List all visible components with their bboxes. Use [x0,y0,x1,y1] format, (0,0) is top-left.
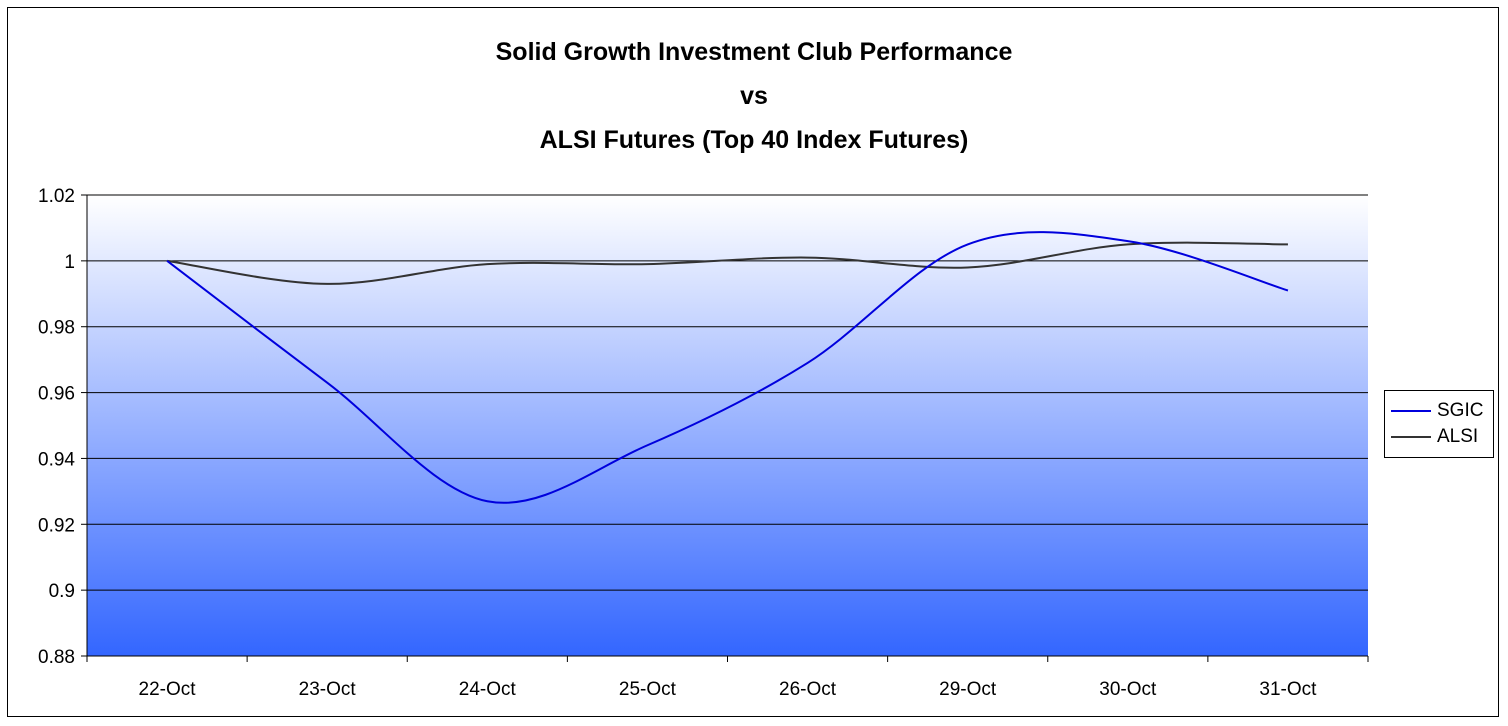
series-line-alsi [166,241,1288,285]
x-tick-label: 25-Oct [619,679,677,700]
y-tick-label: 0.98 [38,318,75,339]
x-tick-label: 26-Oct [779,679,837,700]
y-axis-ticks: 0.88 0.9 0.92 0.94 0.96 0.98 1 1.02 [38,186,87,668]
y-tick-label: 0.88 [38,647,75,668]
x-tick-label: 24-Oct [459,679,517,700]
y-tick-label: 0.96 [38,384,75,405]
x-tick-label: 31-Oct [1259,679,1317,700]
x-tick-label: 30-Oct [1099,679,1157,700]
y-tick-label: 0.92 [38,515,75,536]
x-tick-label: 23-Oct [299,679,357,700]
legend-item-sgic: SGIC [1391,399,1483,423]
chart-title-line-3: ALSI Futures (Top 40 Index Futures) [539,126,969,154]
y-tick-label: 1.02 [38,186,75,207]
legend-swatch-sgic [1391,410,1431,412]
chart-title: Solid Growth Investment Club Performance… [0,30,1508,162]
chart-title-line-2: vs [740,82,768,110]
legend-label-sgic: SGIC [1437,400,1484,421]
plot-area [87,195,1368,656]
chart-title-line-1: Solid Growth Investment Club Performance [495,38,1013,66]
legend: SGIC ALSI [1384,390,1494,458]
x-axis-ticks: 22-Oct 23-Oct 24-Oct 25-Oct 26-Oct 29-Oct 30-O… [86,656,1369,700]
gridlines [87,194,1368,591]
y-tick-label: 1 [64,252,75,273]
y-tick-label: 0.9 [49,581,75,602]
x-tick-label: 29-Oct [939,679,997,700]
x-tick-label: 22-Oct [139,679,197,700]
series-lines [166,231,1289,504]
y-tick-label: 0.94 [38,449,75,470]
legend-swatch-alsi [1391,436,1431,438]
series-line-sgic [166,231,1289,504]
legend-label-alsi: ALSI [1437,426,1479,447]
legend-item-alsi: ALSI [1391,425,1478,449]
